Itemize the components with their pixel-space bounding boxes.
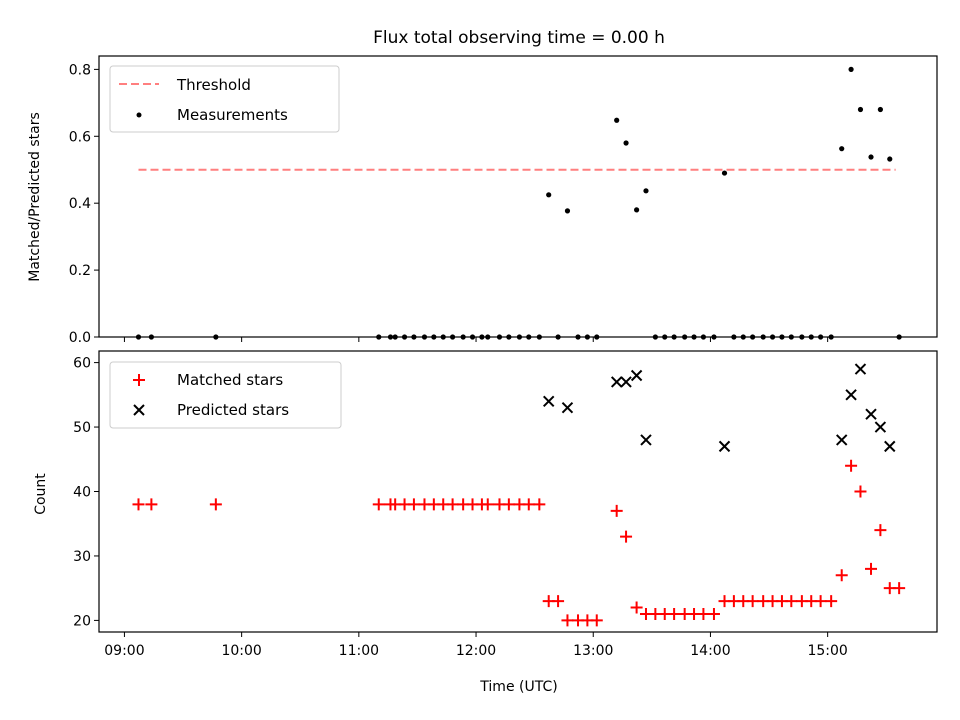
point-p1-s1-1 [561, 402, 574, 414]
point-p1-s0-53 [865, 562, 878, 575]
point-p1-s0-54 [874, 524, 887, 537]
x-tick-label-2: 11:00 [339, 643, 379, 659]
point-p1-s0-27 [610, 504, 623, 517]
point-p0-s0-21 [546, 192, 552, 198]
point-p1-s0-48 [814, 595, 827, 608]
point-p0-s0-54 [877, 106, 883, 113]
y-tick-label-p0-2: 0.4 [69, 196, 91, 212]
legend-predicted-label: Predicted stars [177, 401, 289, 419]
y-tick-label-p1-3: 50 [73, 420, 91, 436]
x-tick-label-3: 12:00 [456, 643, 496, 659]
point-p1-s0-22 [552, 595, 565, 608]
point-p1-s0-49 [825, 595, 838, 608]
y-tick-label-p0-3: 0.6 [69, 129, 91, 145]
top-legend: Threshold Measurements [109, 65, 340, 133]
x-tick-label-6: 15:00 [807, 643, 847, 659]
point-p1-s1-4 [630, 369, 643, 382]
point-p1-s0-0 [132, 498, 145, 511]
point-p1-s1-8 [845, 389, 857, 401]
y-tick-label-p1-1: 30 [73, 549, 91, 565]
point-p0-s0-52 [857, 106, 864, 113]
top-plot-frame [98, 55, 938, 338]
point-p1-s1-10 [865, 408, 877, 420]
point-p0-s0-55 [887, 156, 893, 162]
bottom-legend: Matched stars Predicted stars [109, 361, 342, 429]
y-tick-label-p1-0: 20 [73, 613, 91, 629]
point-p1-s0-1 [145, 498, 158, 511]
point-p1-s0-41 [746, 595, 759, 608]
point-p1-s0-11 [446, 498, 459, 511]
legend-matched-label: Matched stars [177, 371, 283, 389]
chart-title: Flux total observing time = 0.00 h [373, 28, 665, 48]
point-p1-s0-37 [707, 607, 720, 620]
point-p1-s1-7 [836, 434, 848, 446]
point-p0-s0-50 [839, 146, 845, 152]
point-p0-s0-29 [634, 207, 640, 213]
bottom-plot-frame [98, 350, 938, 633]
point-p1-s0-7 [407, 498, 420, 511]
point-p1-s1-11 [874, 421, 887, 433]
y-tick-label-p1-2: 40 [73, 485, 91, 501]
point-p1-s0-45 [785, 595, 798, 608]
x-axis-label: Time (UTC) [479, 679, 557, 695]
y-tick-label-p1-4: 60 [73, 356, 91, 372]
point-p0-s0-27 [614, 117, 620, 123]
point-p1-s0-28 [620, 530, 633, 543]
x-tick-label-0: 09:00 [104, 643, 144, 659]
bottom-y-axis-label: Count [33, 473, 49, 515]
legend-predicted-swatch [133, 404, 145, 416]
point-p1-s0-50 [835, 569, 848, 582]
y-tick-label-p0-0: 0.0 [69, 330, 91, 346]
point-p1-s0-2 [209, 498, 222, 511]
point-p1-s1-12 [884, 440, 896, 453]
point-p1-s0-26 [590, 614, 603, 627]
point-p0-s0-23 [564, 208, 571, 214]
point-p1-s1-5 [640, 434, 652, 446]
legend-matched-swatch [133, 374, 145, 386]
point-p1-s0-52 [854, 485, 867, 498]
point-p1-s0-33 [668, 607, 681, 620]
x-tick-label-1: 10:00 [221, 643, 261, 659]
point-p1-s0-56 [893, 582, 906, 595]
point-p1-s1-3 [620, 376, 632, 388]
point-p0-s0-51 [848, 66, 854, 72]
point-p1-s1-2 [610, 376, 623, 388]
point-p0-s0-53 [868, 154, 874, 160]
point-p1-s1-0 [542, 395, 555, 407]
top-y-axis-label: Matched/Predicted stars [27, 112, 43, 282]
point-p0-s0-30 [643, 188, 649, 194]
point-p1-s0-51 [845, 459, 858, 472]
legend-measurements-label: Measurements [177, 106, 288, 124]
point-p1-s0-3 [372, 498, 385, 511]
point-p1-s0-17 [502, 498, 515, 511]
point-p1-s1-6 [718, 440, 731, 453]
point-p1-s0-19 [522, 498, 535, 511]
y-tick-label-p0-4: 0.8 [69, 62, 91, 78]
point-p1-s0-15 [481, 498, 494, 511]
point-p0-s0-38 [721, 170, 728, 176]
point-p1-s1-9 [854, 363, 867, 375]
x-tick-label-4: 13:00 [573, 643, 613, 659]
point-p1-s0-29 [630, 601, 643, 614]
legend-measurements-swatch [136, 112, 142, 118]
point-p1-s0-20 [533, 498, 546, 511]
point-p1-s0-36 [697, 607, 710, 620]
point-p0-s0-28 [623, 140, 629, 146]
legend-threshold-label: Threshold [176, 76, 251, 94]
point-p1-s0-23 [561, 614, 574, 627]
y-tick-label-p0-1: 0.2 [69, 263, 91, 279]
x-tick-label-5: 14:00 [690, 643, 730, 659]
